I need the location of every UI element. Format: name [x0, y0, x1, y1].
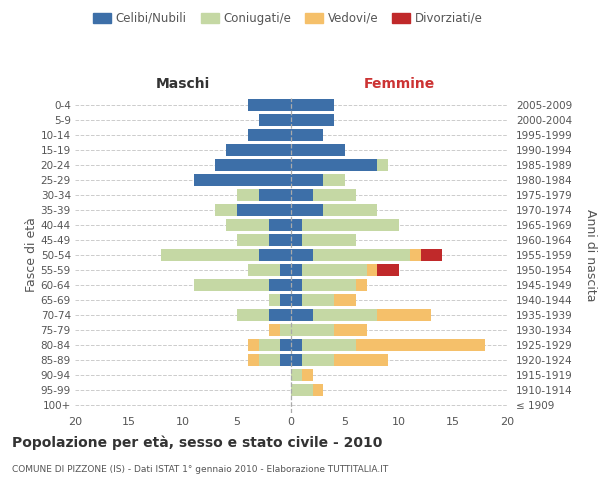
Bar	[334, 354, 388, 366]
Bar	[334, 324, 367, 336]
Bar	[377, 264, 399, 276]
Bar	[291, 174, 323, 186]
Bar	[291, 219, 302, 231]
Bar	[248, 129, 291, 141]
Bar	[302, 369, 313, 381]
Text: Femmine: Femmine	[364, 77, 434, 91]
Bar	[248, 264, 280, 276]
Bar	[237, 204, 291, 216]
Text: Maschi: Maschi	[156, 77, 210, 91]
Bar	[323, 204, 377, 216]
Bar	[269, 219, 291, 231]
Bar	[291, 279, 302, 291]
Bar	[215, 159, 291, 171]
Bar	[280, 294, 291, 306]
Bar	[259, 339, 280, 351]
Bar	[269, 309, 291, 321]
Bar	[291, 159, 377, 171]
Bar	[313, 249, 410, 261]
Bar	[280, 264, 291, 276]
Bar	[161, 249, 259, 261]
Text: COMUNE DI PIZZONE (IS) - Dati ISTAT 1° gennaio 2010 - Elaborazione TUTTITALIA.IT: COMUNE DI PIZZONE (IS) - Dati ISTAT 1° g…	[12, 465, 388, 474]
Bar	[291, 189, 313, 201]
Bar	[280, 339, 291, 351]
Bar	[237, 309, 269, 321]
Y-axis label: Fasce di età: Fasce di età	[25, 218, 38, 292]
Bar	[302, 339, 356, 351]
Bar	[302, 294, 334, 306]
Bar	[291, 264, 302, 276]
Bar	[259, 249, 291, 261]
Bar	[291, 354, 302, 366]
Bar	[291, 114, 334, 126]
Bar	[291, 369, 302, 381]
Bar	[194, 174, 291, 186]
Bar	[291, 324, 334, 336]
Bar	[269, 279, 291, 291]
Bar	[302, 219, 399, 231]
Bar	[313, 384, 323, 396]
Bar	[248, 99, 291, 111]
Bar	[291, 384, 313, 396]
Bar	[291, 249, 313, 261]
Bar	[237, 189, 259, 201]
Bar	[269, 324, 280, 336]
Bar	[280, 324, 291, 336]
Bar	[356, 339, 485, 351]
Bar	[259, 189, 291, 201]
Bar	[302, 279, 356, 291]
Bar	[291, 309, 313, 321]
Bar	[215, 204, 237, 216]
Bar	[291, 204, 323, 216]
Bar	[248, 354, 259, 366]
Bar	[194, 279, 269, 291]
Bar	[334, 294, 356, 306]
Bar	[291, 339, 302, 351]
Bar	[323, 174, 345, 186]
Bar	[269, 234, 291, 246]
Bar	[291, 234, 302, 246]
Bar	[291, 129, 323, 141]
Bar	[291, 294, 302, 306]
Text: Popolazione per età, sesso e stato civile - 2010: Popolazione per età, sesso e stato civil…	[12, 435, 382, 450]
Bar	[269, 294, 280, 306]
Bar	[226, 219, 269, 231]
Bar	[302, 264, 367, 276]
Bar	[291, 144, 345, 156]
Bar	[302, 234, 356, 246]
Bar	[313, 309, 377, 321]
Y-axis label: Anni di nascita: Anni di nascita	[584, 209, 597, 301]
Bar	[280, 354, 291, 366]
Bar	[377, 309, 431, 321]
Bar	[226, 144, 291, 156]
Bar	[356, 279, 367, 291]
Bar	[259, 354, 280, 366]
Bar	[248, 339, 259, 351]
Bar	[291, 99, 334, 111]
Bar	[410, 249, 421, 261]
Bar	[313, 189, 356, 201]
Bar	[421, 249, 442, 261]
Bar	[237, 234, 269, 246]
Legend: Celibi/Nubili, Coniugati/e, Vedovi/e, Divorziati/e: Celibi/Nubili, Coniugati/e, Vedovi/e, Di…	[89, 8, 487, 28]
Bar	[302, 354, 334, 366]
Bar	[367, 264, 377, 276]
Bar	[259, 114, 291, 126]
Bar	[377, 159, 388, 171]
